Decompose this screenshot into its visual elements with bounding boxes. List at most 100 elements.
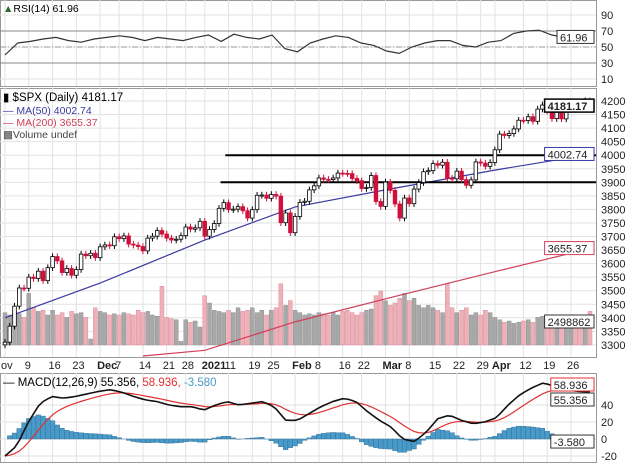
candle <box>430 163 436 172</box>
volume-bar <box>521 320 526 346</box>
histogram-bar <box>359 438 365 443</box>
rsi-tick-label: 70 <box>601 26 613 38</box>
volume-bar <box>497 319 502 346</box>
volume-bar <box>259 310 265 346</box>
candle <box>83 253 89 257</box>
histogram-bar <box>378 438 384 449</box>
price-tick-label: 4150 <box>601 110 625 122</box>
candle <box>426 170 431 173</box>
rsi-legend-text: RSI(14) 61.96 <box>13 3 79 15</box>
candle-icon: ▮ <box>3 92 10 104</box>
volume-bar <box>506 320 512 346</box>
volume-bar <box>378 290 383 346</box>
histogram-bar <box>230 437 236 440</box>
price-tick-label: 3450 <box>601 299 625 311</box>
candle <box>407 197 412 205</box>
price-tick-label: 3400 <box>601 313 625 325</box>
ma50-legend: — MA(50) 4002.74 <box>3 105 92 117</box>
histogram-bar <box>458 437 465 440</box>
x-tick-label: 21 <box>163 360 175 372</box>
histogram-bar <box>306 437 312 440</box>
rsi-tick-label: 90 <box>601 10 613 22</box>
histogram-bar <box>40 415 46 440</box>
ma200-legend: — MA(200) 3655.37 <box>3 117 98 129</box>
candle <box>497 133 502 151</box>
histogram-bar <box>221 436 227 440</box>
price-tick-label: 3800 <box>601 204 625 216</box>
candle <box>17 287 22 307</box>
histogram-bar <box>59 428 65 440</box>
histogram-bar <box>454 435 460 440</box>
histogram-bar <box>249 437 255 440</box>
volume-legend-text: Volume undef <box>12 129 78 141</box>
rsi-tick-label: 50 <box>601 42 613 54</box>
candle <box>288 212 293 234</box>
x-tick-label: 19 <box>543 360 555 372</box>
volume-bar <box>273 307 279 346</box>
candle <box>487 162 493 167</box>
volume-bar <box>59 312 65 346</box>
histogram-bar <box>254 437 260 440</box>
histogram-bar <box>420 438 427 441</box>
volume-bar <box>216 311 222 346</box>
volume-bar <box>345 310 350 346</box>
volume-bar <box>254 312 260 346</box>
candle <box>64 268 70 273</box>
volume-bar <box>269 310 274 346</box>
ma200-value-tag-box <box>544 241 595 256</box>
volume-bar <box>311 314 317 346</box>
volume-bar <box>340 311 345 346</box>
rsi-tick-label: 10 <box>601 74 613 86</box>
candle <box>178 235 184 240</box>
macd-signal-value-tag: 58.936 <box>554 380 588 392</box>
volume-bar <box>349 312 355 346</box>
candle <box>145 237 150 252</box>
price-tick-label: 3950 <box>601 164 625 176</box>
candle <box>321 177 326 180</box>
volume-bar <box>326 314 331 346</box>
candle <box>440 161 445 166</box>
x-tick-label: 12 <box>519 360 531 372</box>
volume-bar <box>131 314 136 346</box>
x-tick-label: 11 <box>225 360 236 372</box>
candle <box>530 116 536 122</box>
histogram-bar <box>244 438 251 440</box>
histogram-bar <box>425 436 431 440</box>
volume-bar <box>78 312 84 346</box>
histogram-bar <box>373 438 379 448</box>
candle <box>454 170 460 180</box>
candle <box>88 252 93 257</box>
volume-value-tag: 2498862 <box>548 317 591 329</box>
ma50-line <box>4 153 591 319</box>
candle <box>359 180 364 189</box>
candle <box>511 128 517 134</box>
histogram-bar <box>487 437 493 440</box>
volume-bar <box>421 307 426 346</box>
price-tick-label: 3750 <box>601 218 625 230</box>
volume-bar <box>40 310 46 346</box>
volume-bar <box>392 302 398 346</box>
volume-bar <box>121 312 127 346</box>
histogram-bar <box>97 433 103 440</box>
histogram-bar <box>111 436 117 440</box>
histogram-bar <box>520 426 527 440</box>
volume-bar <box>525 319 531 346</box>
histogram-bar <box>435 429 441 440</box>
histogram-bar <box>344 434 351 440</box>
volume-bar <box>530 322 536 346</box>
candle <box>7 325 12 343</box>
macd-signal-line <box>4 388 591 457</box>
price-tick-label: 3600 <box>601 259 625 271</box>
histogram-bar <box>516 425 522 440</box>
volume-bar <box>330 312 336 346</box>
candle <box>445 161 450 179</box>
volume-bar <box>231 312 236 346</box>
histogram-bar <box>283 438 289 450</box>
candle <box>240 206 246 212</box>
volume-bar <box>364 310 369 346</box>
candle <box>388 181 393 191</box>
candle <box>516 119 521 130</box>
volume-bar <box>449 307 455 346</box>
x-tick-label: 15 <box>429 360 441 372</box>
histogram-bar <box>78 432 84 440</box>
